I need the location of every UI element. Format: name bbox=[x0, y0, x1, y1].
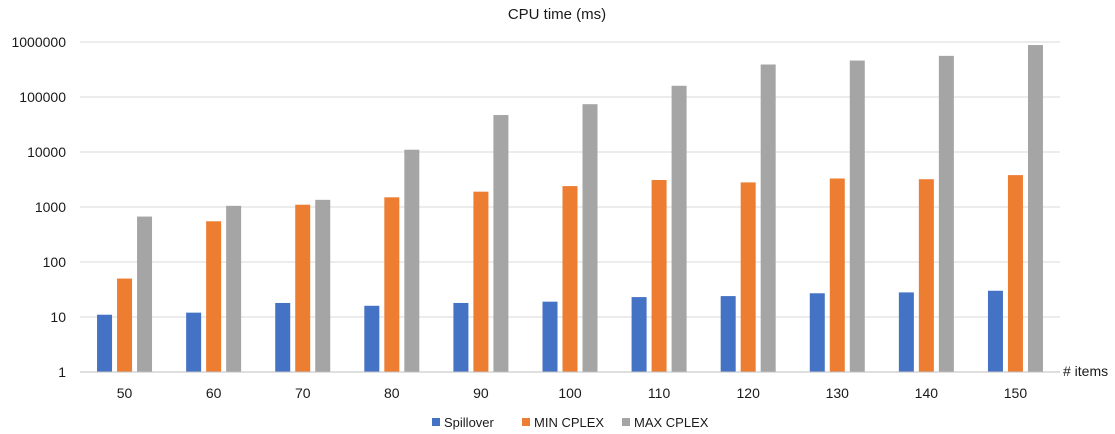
bar-min-cplex bbox=[918, 179, 934, 372]
x-axis-label: # items bbox=[1063, 363, 1108, 379]
legend-label: Spillover bbox=[444, 415, 495, 430]
bar-spillover bbox=[631, 297, 647, 372]
bar-max-cplex bbox=[671, 85, 687, 372]
bar-max-cplex bbox=[849, 60, 865, 373]
bar-min-cplex bbox=[651, 179, 667, 372]
y-axis-ticks: 1 10 100 1000 10000 100000 1000000 bbox=[11, 34, 66, 380]
bar-min-cplex bbox=[562, 186, 578, 372]
bar-max-cplex bbox=[404, 149, 420, 372]
bars bbox=[97, 45, 1043, 373]
legend: Spillover MIN CPLEX MAX CPLEX bbox=[432, 415, 709, 430]
x-tick-label: 150 bbox=[1004, 385, 1028, 401]
y-tick-label: 100000 bbox=[19, 89, 66, 105]
x-tick-label: 110 bbox=[648, 385, 671, 401]
bar-max-cplex bbox=[760, 64, 776, 372]
bar-max-cplex bbox=[226, 205, 242, 372]
bar-spillover bbox=[542, 301, 558, 372]
bar-min-cplex bbox=[206, 221, 222, 372]
x-tick-label: 80 bbox=[384, 385, 400, 401]
bar-spillover bbox=[987, 290, 1003, 372]
bar-min-cplex bbox=[473, 191, 489, 372]
x-tick-label: 130 bbox=[826, 385, 850, 401]
x-tick-label: 120 bbox=[737, 385, 761, 401]
y-tick-label: 100 bbox=[43, 254, 67, 270]
x-tick-label: 50 bbox=[117, 385, 133, 401]
bar-min-cplex bbox=[117, 278, 133, 372]
legend-swatch bbox=[522, 418, 530, 426]
bar-max-cplex bbox=[582, 104, 598, 372]
bar-spillover bbox=[898, 292, 914, 372]
bar-spillover bbox=[720, 296, 736, 372]
bar-spillover bbox=[97, 314, 113, 372]
x-tick-label: 90 bbox=[473, 385, 489, 401]
y-tick-label: 1000 bbox=[35, 199, 66, 215]
x-axis-ticks: 50 60 70 80 90 100 110 120 130 140 150 bbox=[117, 385, 1028, 401]
y-tick-label: 1000000 bbox=[11, 34, 66, 50]
bar-spillover bbox=[453, 302, 469, 372]
legend-label: MIN CPLEX bbox=[534, 415, 604, 430]
bar-max-cplex bbox=[315, 199, 331, 372]
bar-spillover bbox=[186, 312, 202, 372]
bar-spillover bbox=[809, 293, 825, 372]
y-tick-label: 10 bbox=[50, 309, 66, 325]
x-tick-label: 60 bbox=[206, 385, 222, 401]
legend-swatch bbox=[622, 418, 630, 426]
bar-min-cplex bbox=[1007, 175, 1023, 372]
bar-min-cplex bbox=[829, 178, 845, 372]
y-tick-label: 1 bbox=[58, 364, 66, 380]
legend-swatch bbox=[432, 418, 440, 426]
bar-spillover bbox=[275, 302, 291, 372]
bar-max-cplex bbox=[137, 216, 153, 372]
x-tick-label: 100 bbox=[558, 385, 582, 401]
y-tick-label: 10000 bbox=[27, 144, 66, 160]
bar-min-cplex bbox=[295, 204, 311, 372]
legend-label: MAX CPLEX bbox=[634, 415, 709, 430]
bar-spillover bbox=[364, 305, 380, 372]
bar-max-cplex bbox=[938, 55, 954, 372]
bar-max-cplex bbox=[1027, 45, 1043, 372]
x-tick-label: 140 bbox=[915, 385, 939, 401]
bar-min-cplex bbox=[740, 182, 756, 372]
chart-title: CPU time (ms) bbox=[508, 6, 606, 23]
x-tick-label: 70 bbox=[295, 385, 311, 401]
bar-max-cplex bbox=[493, 115, 509, 373]
bar-min-cplex bbox=[384, 197, 400, 372]
